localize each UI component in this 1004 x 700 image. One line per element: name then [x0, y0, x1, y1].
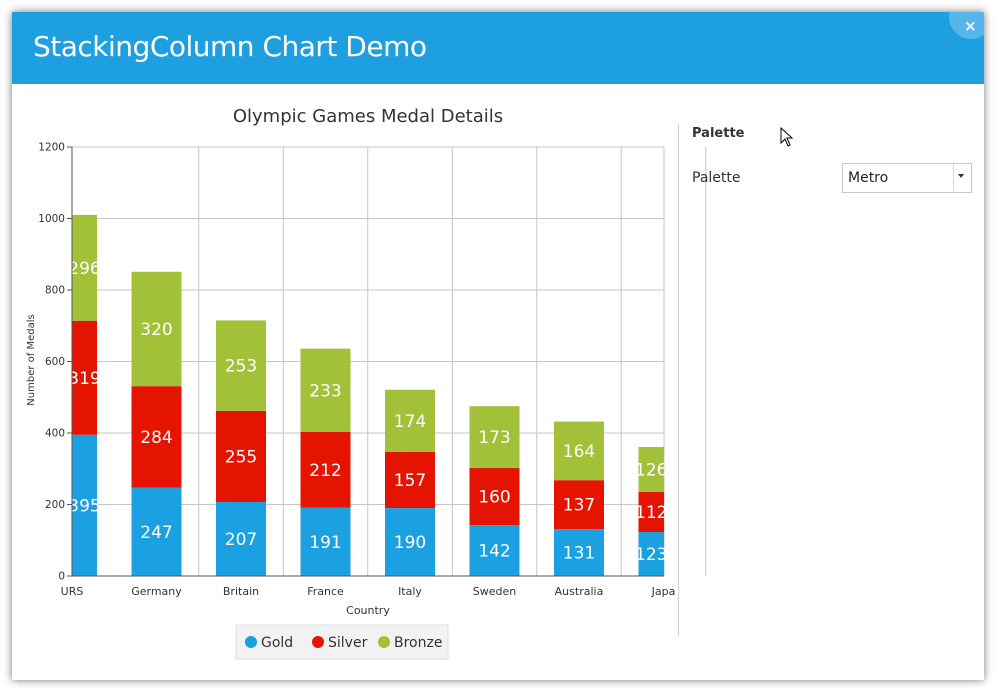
close-icon[interactable]: ×: [964, 17, 977, 35]
bar-segment-gold: [216, 501, 266, 576]
x-tick-label: Germany: [131, 585, 182, 598]
legend-marker-silver: [312, 636, 324, 648]
x-tick-label: Sweden: [473, 585, 516, 598]
data-label: 212: [309, 461, 341, 481]
mouse-cursor-icon: [780, 127, 794, 147]
data-label: 190: [394, 533, 426, 553]
y-tick-label: 800: [45, 285, 65, 297]
data-label: 191: [309, 533, 341, 553]
bar-segment-silver: [638, 491, 664, 533]
chart-axes: 0 200 400 600 800 1000 1200 URS Germany Britain Fr…: [38, 142, 675, 599]
demo-window: StackingColumn Chart Demo × Olympic Game…: [12, 12, 984, 680]
data-label: 137: [563, 496, 595, 516]
palette-label: Palette: [692, 170, 741, 186]
bar-segment-silver: [216, 410, 266, 502]
legend-label: Silver: [328, 635, 368, 651]
bar-segment-gold: [300, 507, 351, 576]
settings-heading: Palette: [692, 126, 745, 141]
chart-bars: 395 319 296 247 284 320 207 255 253 191 212 233 190 1…: [68, 214, 667, 576]
x-tick-label: Japa: [651, 585, 676, 598]
legend-marker-gold: [245, 636, 257, 648]
x-tick-label: Britain: [223, 585, 259, 598]
data-label: 123: [635, 545, 667, 565]
data-label: 320: [140, 320, 172, 340]
bar-segment-bronze: [385, 389, 435, 452]
panel-divider: [678, 124, 679, 636]
chart-title: Olympic Games Medal Details: [233, 106, 503, 127]
title-bar: StackingColumn Chart Demo: [12, 12, 984, 84]
legend-box: [235, 624, 449, 660]
palette-selected-value: Metro: [848, 170, 889, 186]
data-label: 164: [563, 442, 595, 462]
bar-segment-bronze: [554, 421, 604, 481]
bar-segment-silver: [300, 431, 351, 508]
data-label: 160: [478, 488, 510, 508]
data-label: 296: [68, 259, 100, 279]
bar-segment-silver: [72, 320, 97, 435]
bar-segment-bronze: [72, 214, 97, 321]
bar-segment-gold: [385, 508, 435, 576]
bar-segment-gold: [554, 529, 604, 576]
y-tick-label: 1000: [38, 213, 65, 225]
stacked-column-chart: Olympic Games Medal Details 395 319 296 247…: [26, 106, 707, 660]
data-label: 142: [478, 542, 510, 562]
data-label: 126: [635, 460, 667, 480]
data-label: 247: [140, 523, 172, 543]
x-tick-label: URS: [61, 585, 84, 598]
legend-label: Gold: [261, 635, 293, 651]
bar-segment-bronze: [216, 320, 266, 411]
data-label: 157: [394, 471, 426, 491]
legend-label: Bronze: [394, 635, 442, 651]
data-label: 173: [478, 428, 510, 448]
data-label: 233: [309, 381, 341, 401]
chevron-down-icon[interactable]: [958, 174, 964, 178]
bar-segment-bronze: [300, 348, 351, 432]
data-label: 319: [68, 369, 100, 389]
bar-segment-bronze: [469, 406, 520, 469]
x-tick-label: France: [307, 585, 344, 598]
legend-marker-bronze: [378, 636, 390, 648]
palette-dropdown[interactable]: Metro: [842, 163, 972, 193]
data-label: 284: [140, 428, 172, 448]
x-tick-label: Australia: [555, 585, 604, 598]
bar-segment-gold: [131, 487, 182, 576]
y-tick-label: 600: [45, 356, 65, 368]
bar-segment-gold: [72, 434, 97, 576]
bar-segment-gold: [469, 525, 520, 576]
y-axis-title: Number of Medals: [26, 314, 37, 405]
data-label: 207: [225, 530, 257, 550]
y-tick-label: 0: [58, 571, 65, 583]
data-label: 112: [635, 503, 667, 523]
bar-segment-bronze: [131, 271, 182, 387]
bar-segment-bronze: [638, 446, 664, 492]
bar-segment-silver: [554, 480, 604, 530]
bar-segment-gold: [638, 532, 664, 576]
data-label: 131: [563, 544, 595, 564]
y-tick-label: 400: [45, 428, 65, 440]
x-tick-label: Italy: [398, 585, 422, 598]
chart-legend: Gold Silver Bronze: [235, 624, 449, 660]
y-tick-label: 1200: [38, 142, 65, 154]
data-label: 395: [68, 496, 100, 516]
data-label: 255: [225, 447, 257, 467]
dropdown-separator: [953, 164, 954, 192]
data-label: 253: [225, 357, 257, 377]
y-tick-label: 200: [45, 499, 65, 511]
bar-segment-silver: [385, 451, 435, 509]
x-axis-title: Country: [346, 604, 390, 617]
data-label: 174: [394, 412, 426, 432]
bar-segment-silver: [131, 386, 182, 488]
bar-segment-silver: [469, 468, 520, 526]
window-title: StackingColumn Chart Demo: [33, 30, 427, 63]
